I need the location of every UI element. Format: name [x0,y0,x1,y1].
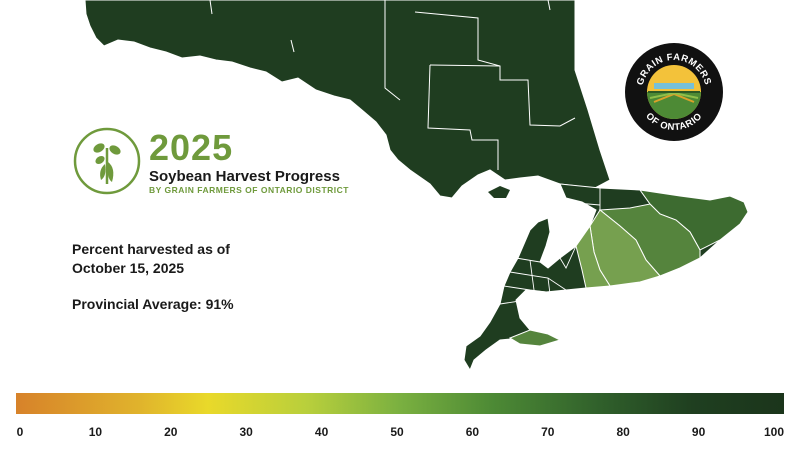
date-line-2: October 15, 2025 [72,260,185,276]
legend-tick: 20 [164,425,178,439]
legend-tick: 60 [465,425,480,439]
date-line-1: Percent harvested as of [72,241,230,257]
map-heading: Soybean Harvest Progress [149,168,340,185]
legend-tick: 70 [541,425,555,439]
eastern-districts [575,189,749,289]
district-east-4 [575,224,611,289]
date-info: Percent harvested as of October 15, 2025 [72,240,230,278]
legend-ticks: 0 10 20 30 40 50 60 70 80 90 100 [0,425,800,441]
legend-tick: 100 [763,425,785,439]
legend-tick: 10 [88,425,103,439]
map-subheading: BY GRAIN FARMERS OF ONTARIO DISTRICT [149,185,349,195]
legend-tick: 90 [691,425,706,439]
provincial-average: Provincial Average: 91% [72,296,234,312]
ontario-harvest-map [84,0,749,372]
district-south-shore [508,329,562,347]
grain-farmers-logo: GRAIN FARMERS OF ONTARIO [625,43,723,141]
southwest-district-lines [499,183,601,323]
manitoulin-island [488,186,510,198]
georgian-bay-water [505,180,552,236]
legend-tick: 30 [239,425,253,439]
legend-tick: 40 [314,425,329,439]
legend-tick: 50 [390,425,404,439]
legend-tick: 0 [16,425,24,439]
northern-district-lines [209,0,576,170]
soybean-plant-icon [73,127,141,195]
legend-tick: 80 [616,425,630,439]
legend-gradient-bar [16,393,784,414]
year-title: 2025 [149,127,234,168]
title-block: 2025 Soybean Harvest Progress BY GRAIN F… [72,126,372,196]
